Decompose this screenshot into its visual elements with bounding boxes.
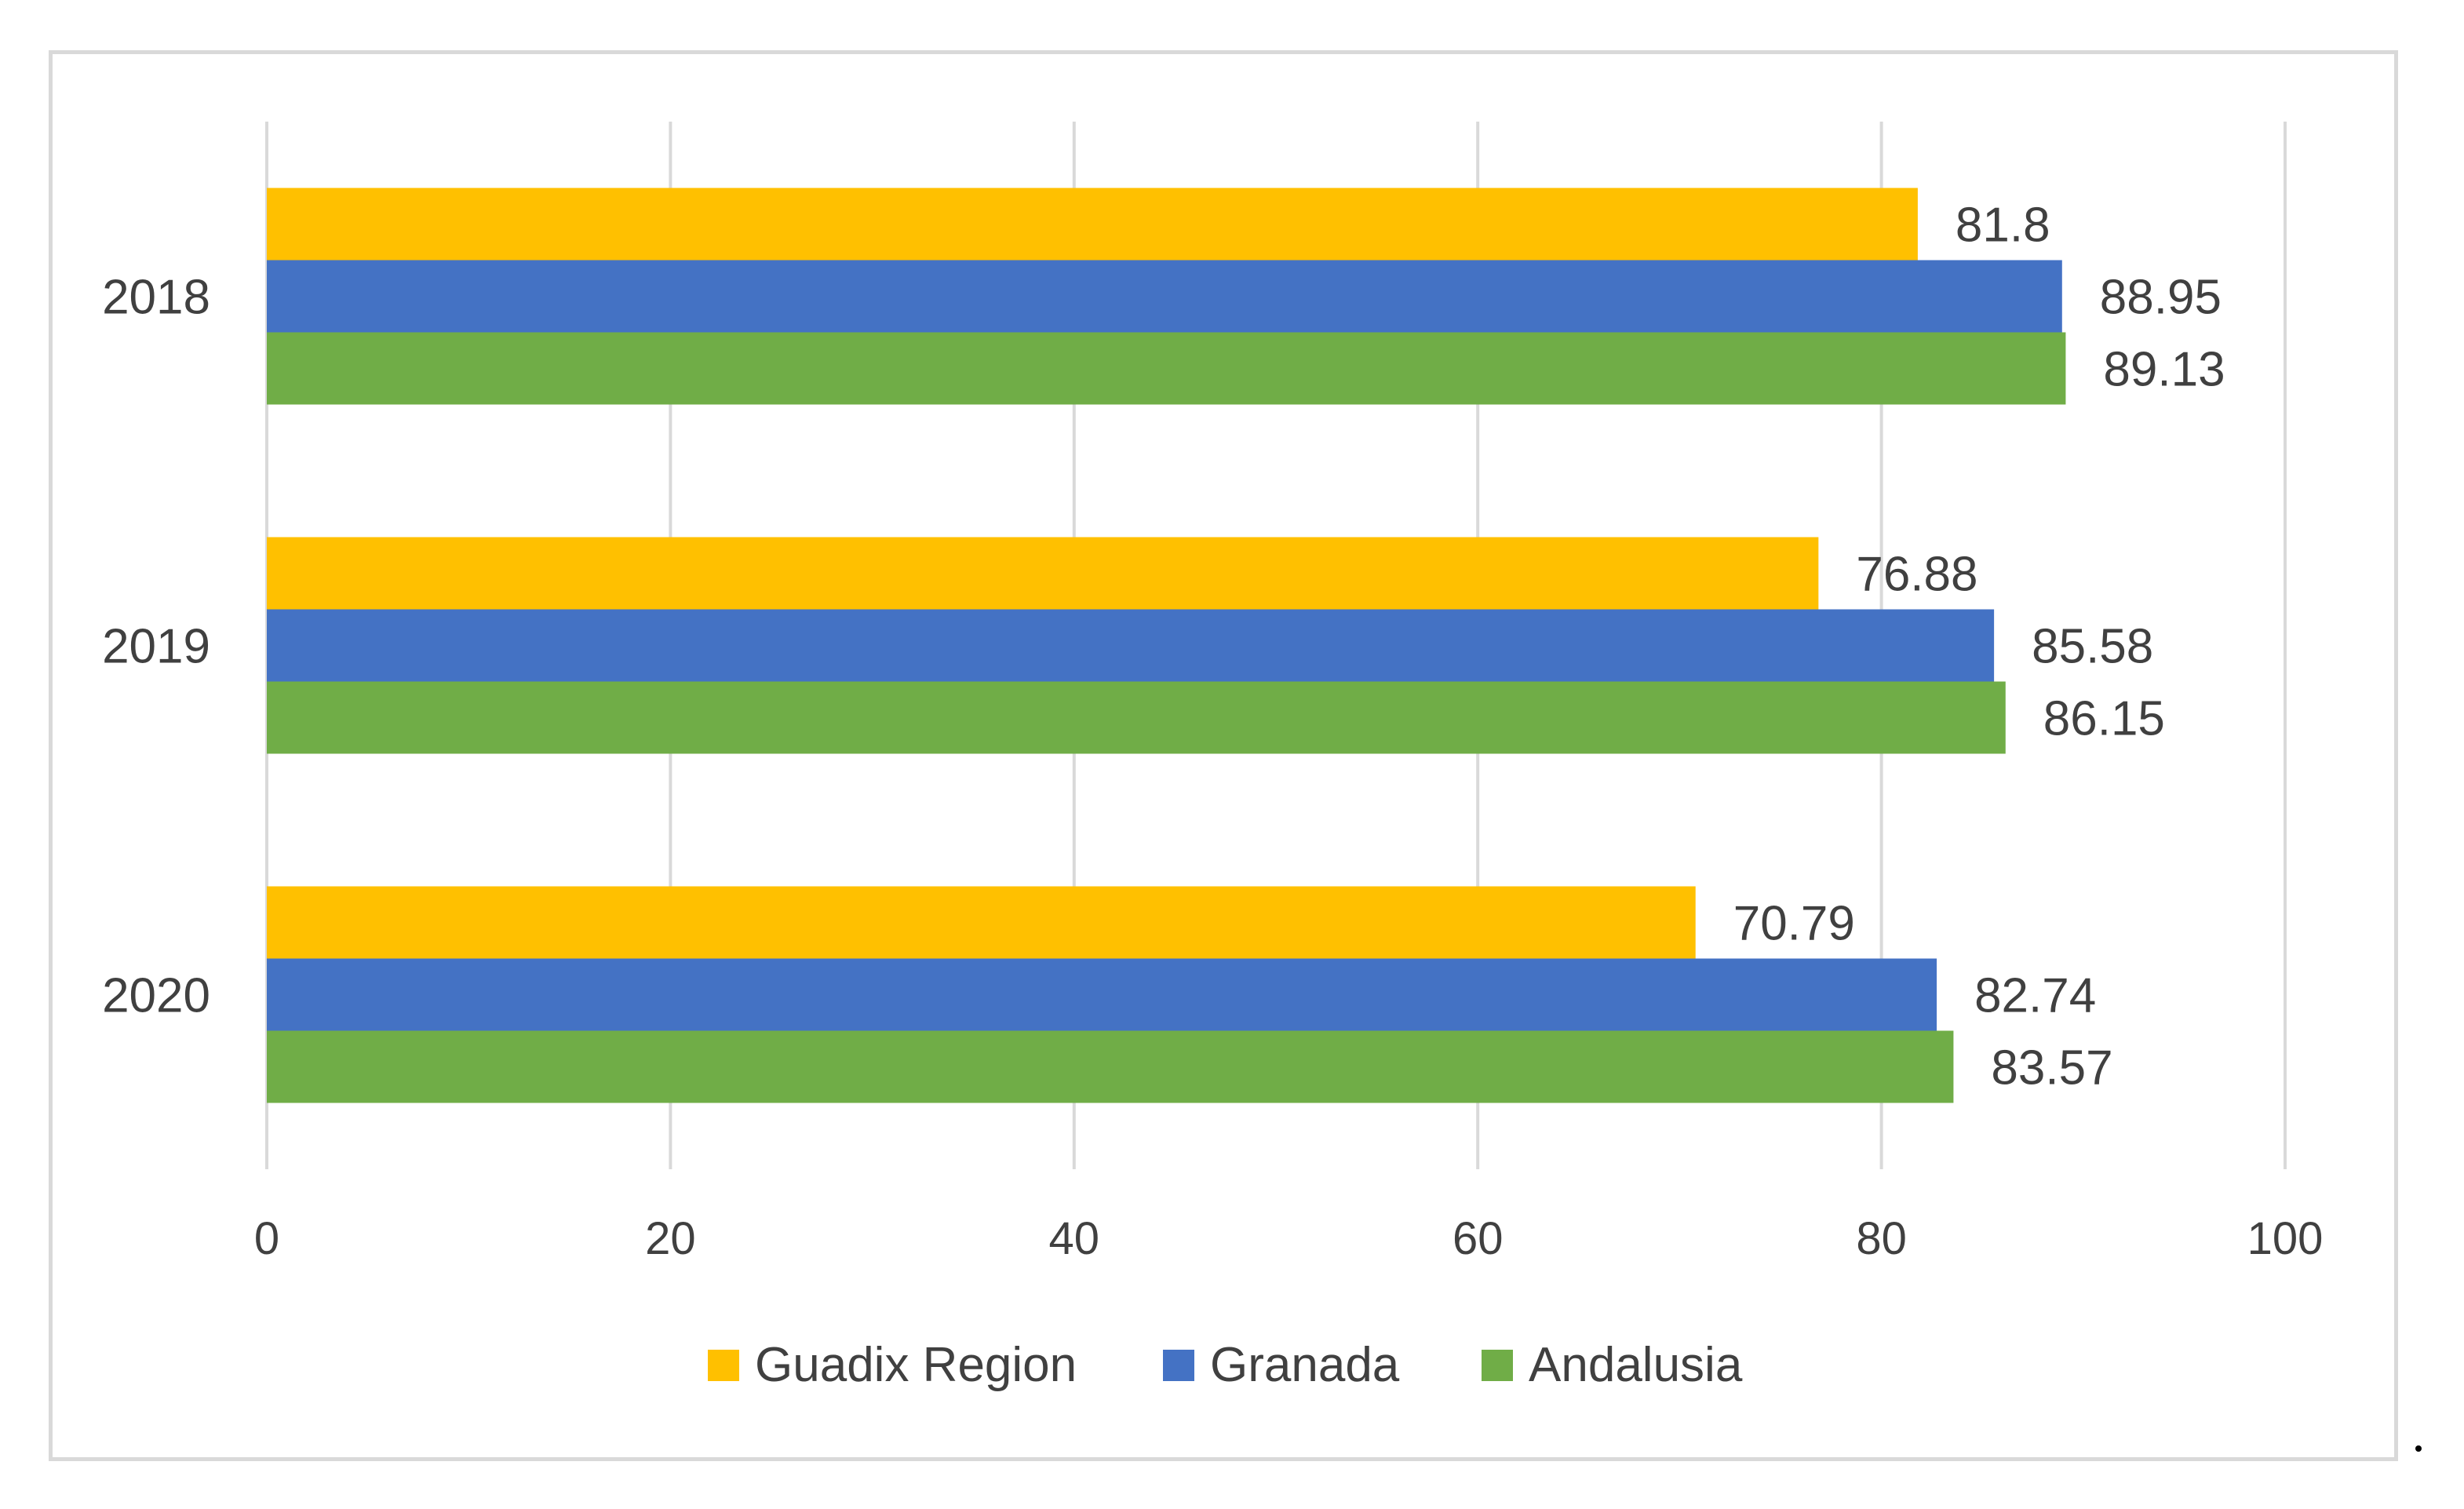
legend-label: Andalusia: [1529, 1338, 1743, 1392]
category-label: 2020: [102, 969, 210, 1023]
data-label: 86.15: [2043, 692, 2165, 746]
data-labels: 81.8 88.95 89.13 76.88 85.58 86.15 70.79 82.74 8…: [1733, 199, 2225, 1095]
bar-granada-2019: [267, 609, 1995, 682]
bar-guadix-region-2018: [267, 188, 1918, 261]
legend-swatch-andalusia: [1482, 1350, 1513, 1381]
x-tick-labels: 0 20 40 60 80 100: [254, 1213, 2324, 1264]
chart-frame: [49, 50, 2398, 1461]
legend-label: Granada: [1210, 1338, 1400, 1392]
category-labels: 2018 2019 2020: [102, 271, 210, 1023]
data-label: 83.57: [1991, 1041, 2112, 1095]
x-tick-label: 0: [254, 1213, 279, 1264]
legend: Guadix Region Granada Andalusia: [708, 1338, 1743, 1392]
data-label: 82.74: [1974, 969, 2096, 1023]
bar-guadix-region-2019: [267, 537, 1819, 610]
category-label: 2019: [102, 620, 210, 674]
data-label: 88.95: [2100, 271, 2222, 325]
bars: [267, 188, 2066, 1103]
data-label: 81.8: [1956, 199, 2050, 253]
x-tick-label: 60: [1453, 1213, 1504, 1264]
x-tick-label: 100: [2247, 1213, 2324, 1264]
bar-guadix-region-2020: [267, 886, 1696, 959]
legend-swatch-granada: [1163, 1350, 1194, 1381]
x-tick-label: 40: [1049, 1213, 1100, 1264]
x-tick-label: 20: [645, 1213, 696, 1264]
bar-granada-2018: [267, 260, 2062, 333]
legend-swatch-guadix-region: [708, 1350, 739, 1381]
bar-andalusia-2019: [267, 681, 2006, 754]
bar-andalusia-2018: [267, 332, 2066, 405]
data-label: 70.79: [1733, 897, 1855, 951]
x-tick-label: 80: [1856, 1213, 1907, 1264]
data-label: 85.58: [2032, 620, 2153, 674]
data-label: 89.13: [2103, 343, 2225, 397]
category-label: 2018: [102, 271, 210, 325]
trailing-period: [2415, 1445, 2422, 1452]
data-label: 76.88: [1856, 548, 1977, 602]
bar-granada-2020: [267, 958, 1937, 1031]
bar-andalusia-2020: [267, 1030, 1954, 1103]
legend-label: Guadix Region: [755, 1338, 1077, 1392]
